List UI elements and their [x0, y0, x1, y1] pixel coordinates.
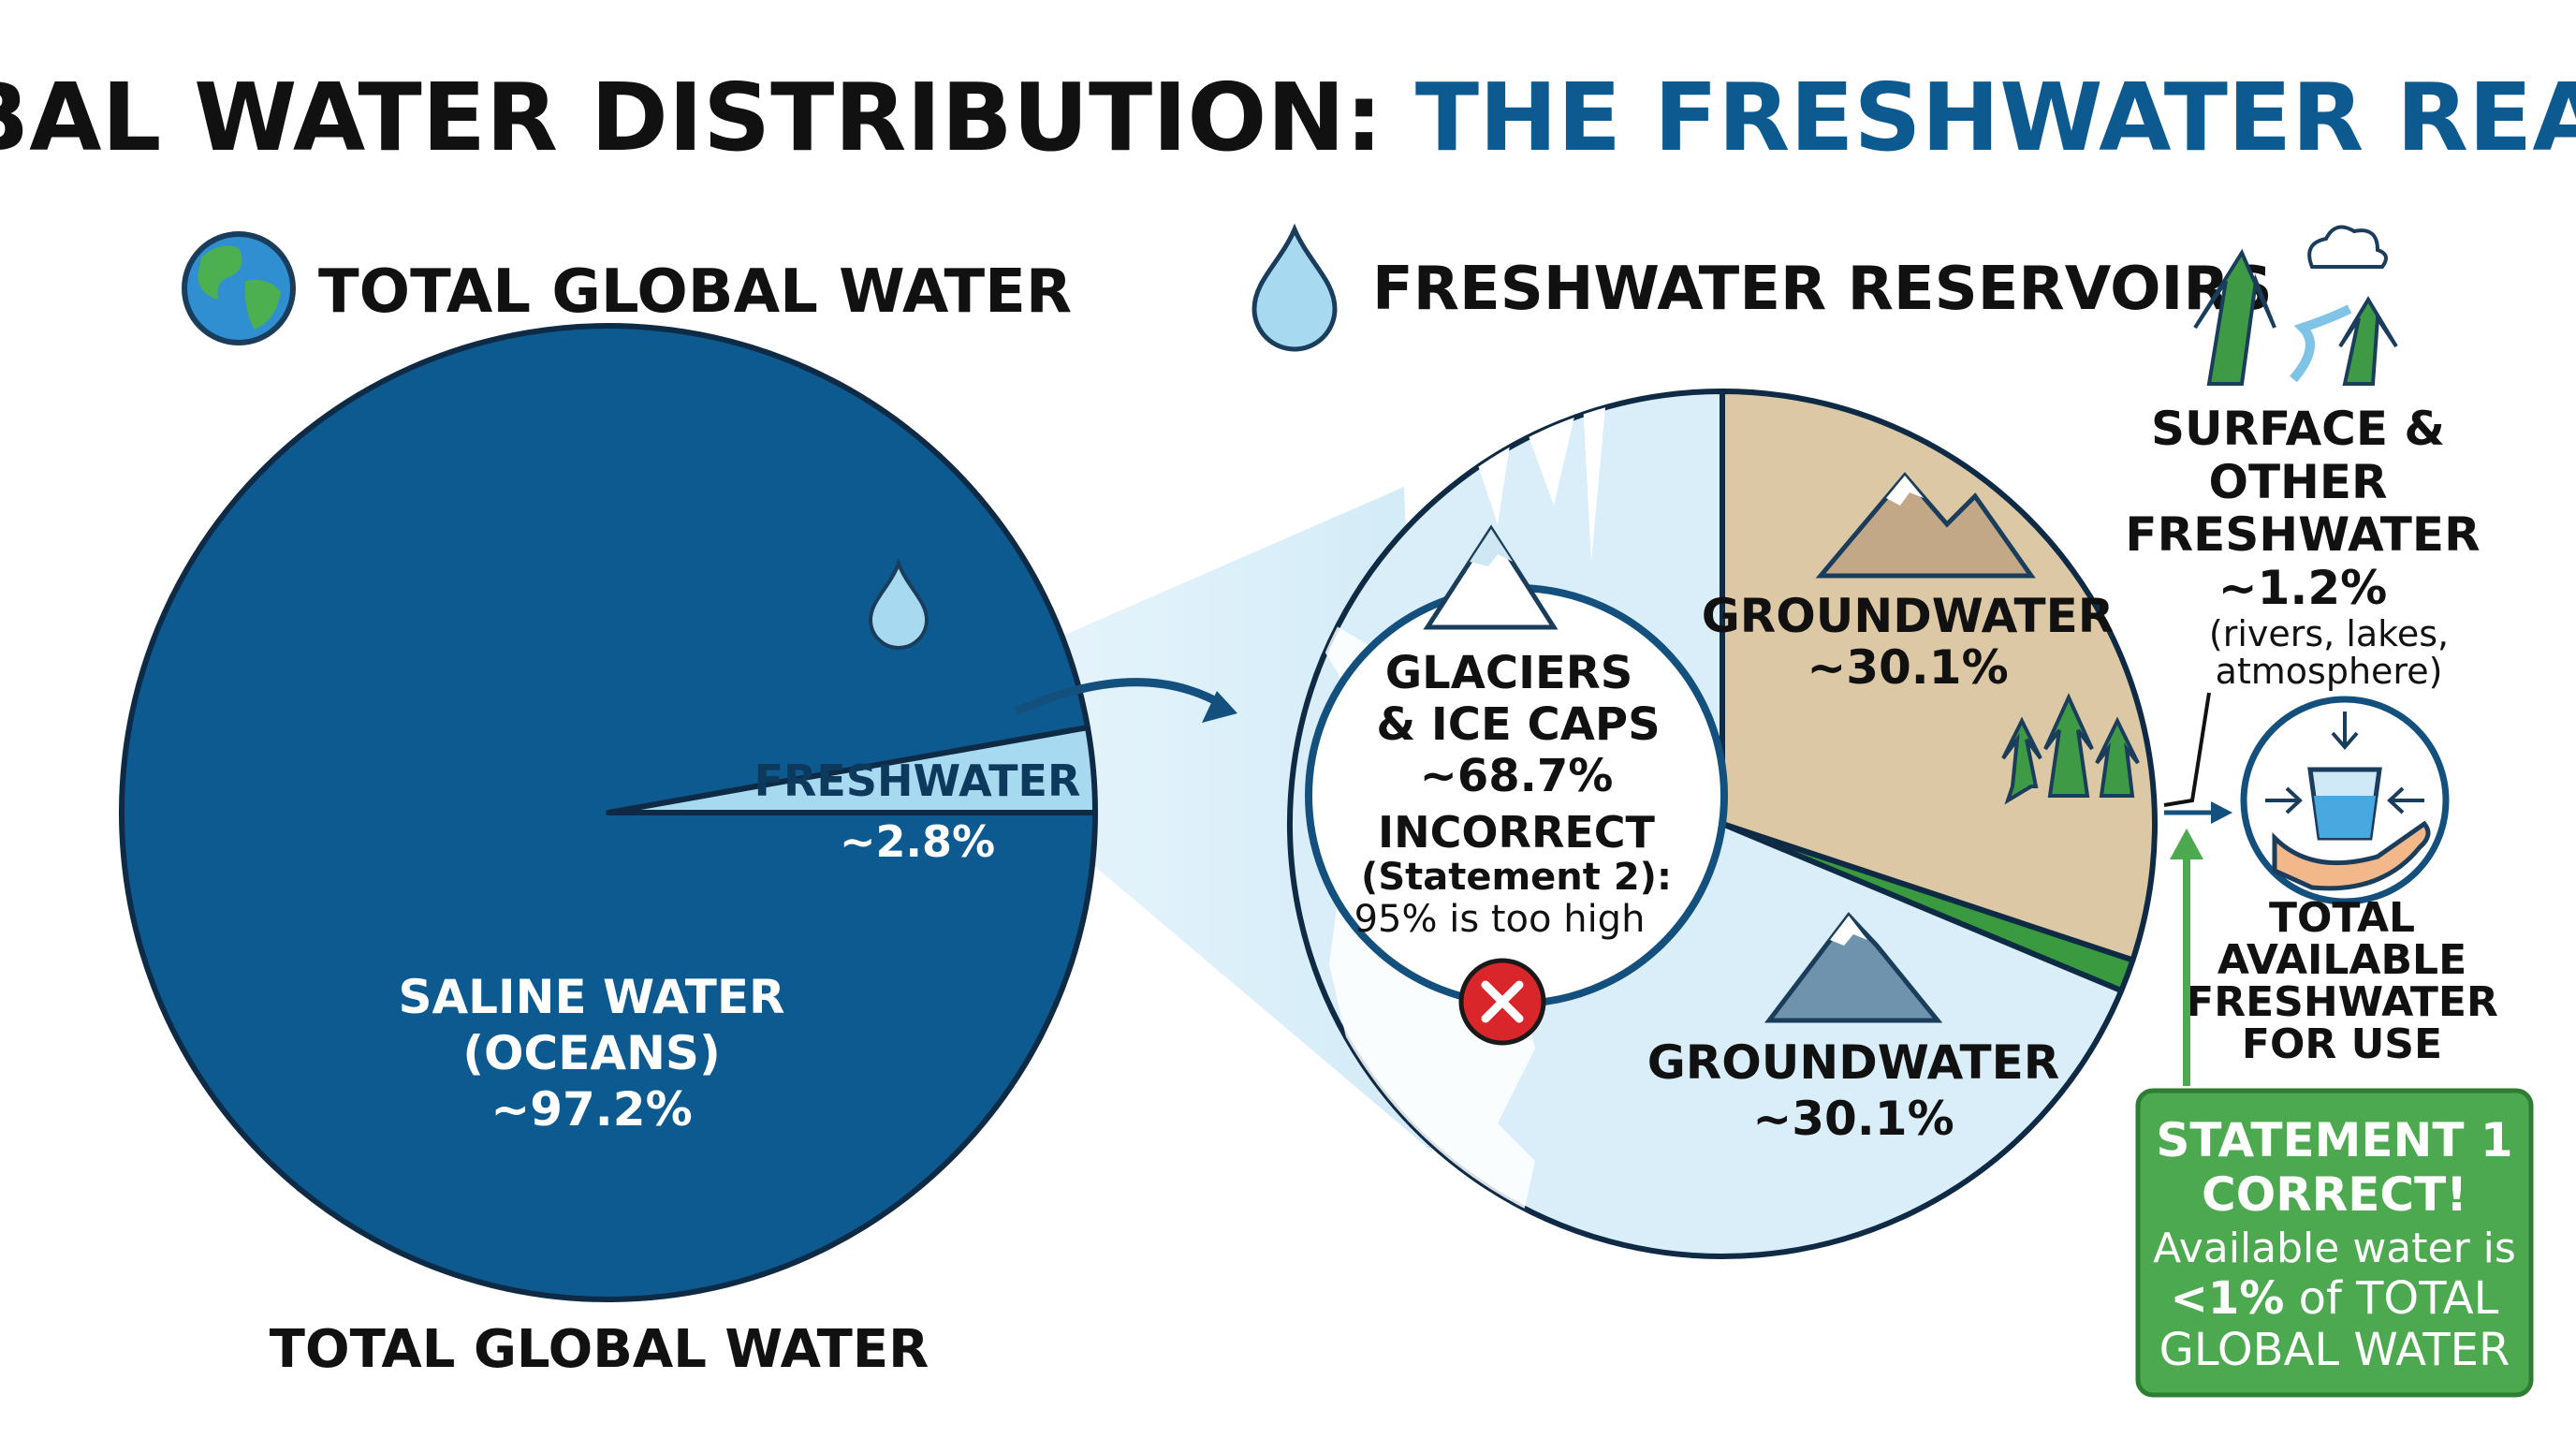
- surface-value: ~1.2%: [2218, 561, 2388, 615]
- title: GLOBAL WATER DISTRIBUTION: THE FRESHWATE…: [0, 63, 2576, 172]
- saline-slice: [119, 323, 1098, 1303]
- available-label: TOTAL: [2269, 894, 2415, 942]
- incorrect-reason: 95% is too high: [1354, 898, 1646, 941]
- groundwater-lower-label: GROUNDWATER: [1647, 1035, 2059, 1090]
- glacier-value: ~68.7%: [1420, 750, 1614, 802]
- saline-value: ~97.2%: [490, 1082, 692, 1137]
- right-heading: FRESHWATER RESERVOIRS: [1372, 255, 2273, 324]
- title-part1: GLOBAL WATER DISTRIBUTION:: [0, 63, 1383, 172]
- globe-icon: [182, 231, 296, 345]
- glacier-label-2: & ICE CAPS: [1376, 698, 1660, 751]
- surface-label-3: FRESHWATER: [2125, 507, 2480, 562]
- surface-label: SURFACE &: [2151, 402, 2445, 456]
- zoom-arrow: [1014, 678, 1229, 716]
- groundwater-value: ~30.1%: [1807, 640, 2008, 695]
- saline-label-2: (OCEANS): [462, 1026, 721, 1080]
- groundwater-slice: [1720, 389, 2158, 963]
- surface-detail-2: atmosphere): [2216, 651, 2443, 692]
- available-label-4: FOR USE: [2242, 1020, 2442, 1068]
- saline-label: SALINE WATER: [398, 970, 784, 1024]
- total-water-pie: [119, 323, 1098, 1303]
- trees-icon: [2001, 693, 2140, 805]
- groundwater-lower-value: ~30.1%: [1752, 1092, 1954, 1146]
- glacier-label: GLACIERS: [1385, 647, 1633, 699]
- left-bottom-caption: TOTAL GLOBAL WATER: [270, 1319, 929, 1380]
- surface-label-2: OTHER: [2208, 455, 2387, 509]
- available-label-2: AVAILABLE: [2217, 936, 2466, 984]
- statement1-correct: CORRECT!: [2202, 1167, 2467, 1222]
- freshwater-label: FRESHWATER: [754, 756, 1081, 806]
- incorrect-x-icon: [1458, 958, 1546, 1046]
- water-drop-icon: [1251, 223, 1338, 352]
- lower-mountain-icon: [1764, 912, 1943, 1023]
- glacier-mountain-icon: [1423, 524, 1559, 630]
- available-label-3: FRESHWATER: [2186, 978, 2498, 1026]
- statement1-detail-2: <1% of TOTAL: [2171, 1272, 2499, 1325]
- statement1-detail-3: GLOBAL WATER: [2159, 1324, 2510, 1376]
- forest-river-icon: [2193, 225, 2398, 386]
- freshwater-drop-icon: [868, 558, 929, 650]
- title-part2: THE FRESHWATER REALITY: [1415, 63, 2576, 172]
- freshwater-value: ~2.8%: [840, 816, 995, 867]
- statement1-box: [2135, 1088, 2534, 1398]
- surface-leader-line: [2163, 692, 2211, 807]
- incorrect-label: INCORRECT: [1378, 807, 1656, 858]
- left-heading: TOTAL GLOBAL WATER: [318, 257, 1072, 327]
- surface-detail: (rivers, lakes,: [2209, 613, 2449, 654]
- groundwater-label: GROUNDWATER: [1702, 589, 2114, 643]
- statement1-title: STATEMENT 1: [2156, 1113, 2512, 1167]
- groundwater-mountain-icon: [1815, 472, 2036, 579]
- incorrect-statement: (Statement 2):: [1361, 856, 1672, 899]
- available-water-icon: [2240, 696, 2450, 905]
- statement1-detail: Available water is: [2153, 1225, 2516, 1272]
